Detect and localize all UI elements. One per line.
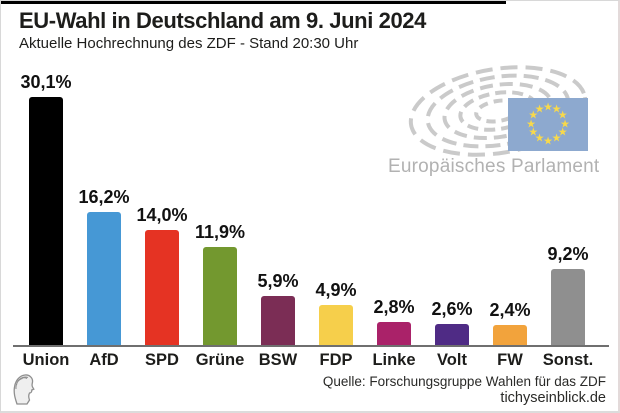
category-label-grne: Grüne [195, 351, 245, 369]
bar-spd [145, 229, 179, 345]
eu-star-icon: ★ [557, 109, 568, 122]
eu-star-icon: ★ [543, 101, 553, 113]
value-label-spd: 14,0% [136, 204, 188, 225]
bar-bsw [261, 296, 295, 345]
value-label-fw: 2,4% [489, 300, 531, 321]
value-label-fdp: 4,9% [315, 279, 357, 300]
category-label-bsw: BSW [258, 351, 298, 369]
eu-star-icon: ★ [528, 126, 539, 139]
category-label-sonst: Sonst. [542, 351, 594, 369]
category-label-fdp: FDP [319, 351, 353, 369]
category-label-volt: Volt [437, 351, 467, 369]
source-text: Quelle: Forschungsgruppe Wahlen für das … [322, 374, 606, 389]
site-text: tichyseinblick.de [500, 390, 606, 406]
source-block: Quelle: Forschungsgruppe Wahlen für das … [323, 373, 606, 407]
ep-logo-label: Europäisches Parlament [388, 156, 600, 177]
category-label-union: Union [22, 351, 70, 369]
x-axis-line [13, 345, 609, 347]
eu-star-icon: ★ [534, 132, 545, 145]
eu-star-icon: ★ [551, 132, 562, 145]
value-label-bsw: 5,9% [257, 271, 299, 292]
category-label-linke: Linke [372, 351, 416, 369]
top-accent-bar [1, 1, 506, 4]
bar-fw [493, 325, 527, 345]
eu-star-icon: ★ [526, 118, 536, 130]
eu-star-icon: ★ [534, 103, 545, 116]
eu-star-icon: ★ [528, 109, 539, 122]
bar-afd [87, 211, 121, 345]
bar-grne [203, 246, 237, 345]
value-label-sonst: 9,2% [547, 244, 589, 265]
eu-star-icon: ★ [557, 126, 568, 139]
eu-star-icon: ★ [551, 103, 562, 116]
eu-star-icon: ★ [560, 118, 570, 130]
page-subtitle: Aktuelle Hochrechnung des ZDF - Stand 20… [19, 35, 359, 52]
eu-star-icon: ★ [543, 135, 553, 147]
category-label-spd: SPD [145, 351, 179, 369]
tichy-head-icon [13, 374, 35, 405]
bar-sonst [551, 269, 585, 345]
page-title: EU-Wahl in Deutschland am 9. Juni 2024 [19, 8, 426, 33]
category-label-afd: AfD [89, 351, 119, 369]
value-label-union: 30,1% [20, 71, 72, 92]
value-label-volt: 2,6% [431, 298, 473, 319]
bar-union [29, 96, 63, 345]
value-label-afd: 16,2% [78, 186, 130, 207]
bar-linke [377, 321, 411, 345]
category-label-fw: FW [497, 351, 523, 369]
bar-volt [435, 323, 469, 345]
eu-flag-icon: ★ ★ ★ ★ ★ ★ ★ ★ ★ ★ ★ ★ [508, 98, 588, 151]
bar-fdp [319, 304, 353, 345]
value-label-linke: 2,8% [373, 296, 415, 317]
value-label-grne: 11,9% [194, 221, 246, 242]
